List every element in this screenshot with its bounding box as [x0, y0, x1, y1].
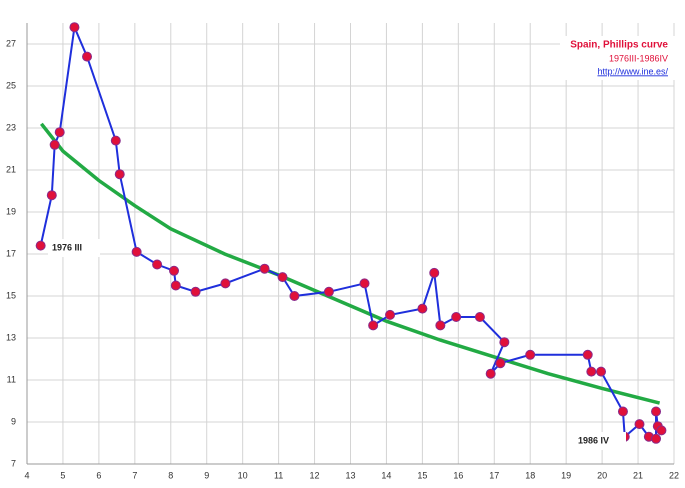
x-tick-label: 14	[381, 470, 391, 480]
data-point	[368, 320, 379, 331]
data-point	[35, 240, 46, 251]
data-point	[49, 139, 60, 150]
data-point	[651, 406, 662, 417]
y-tick-label: 25	[6, 80, 16, 90]
x-tick-label: 11	[274, 470, 283, 480]
x-tick-label: 6	[96, 470, 101, 480]
y-tick-label: 21	[6, 164, 16, 174]
chart-title: Spain, Phillips curve	[570, 40, 668, 51]
data-point	[114, 169, 125, 180]
data-point	[277, 272, 288, 283]
data-point	[385, 309, 396, 320]
x-tick-label: 21	[633, 470, 643, 480]
y-tick-label: 17	[6, 248, 16, 258]
data-point	[131, 246, 142, 257]
y-tick-label: 15	[6, 290, 16, 300]
data-point	[451, 312, 462, 322]
source-link[interactable]: http://www.ine.es/	[597, 66, 668, 76]
data-point	[596, 366, 607, 377]
data-point	[525, 349, 536, 360]
data-point	[54, 127, 65, 138]
data-point	[220, 278, 231, 289]
x-tick-label: 16	[453, 470, 463, 480]
data-point	[289, 291, 300, 301]
data-point	[110, 135, 121, 146]
data-point	[170, 280, 181, 291]
y-tick-label: 13	[6, 332, 16, 342]
data-point	[634, 419, 645, 430]
data-point	[582, 349, 593, 360]
x-tick-label: 9	[204, 470, 209, 480]
title-box	[560, 36, 675, 80]
data-point	[429, 267, 440, 278]
data-point	[435, 320, 446, 331]
x-tick-label: 22	[669, 470, 679, 480]
data-point	[359, 278, 370, 289]
x-tick-label: 18	[525, 470, 535, 480]
x-tick-label: 7	[132, 470, 137, 480]
y-tick-label: 27	[6, 38, 16, 48]
annotation-box	[48, 239, 100, 257]
x-tick-label: 13	[345, 470, 355, 480]
data-point	[586, 366, 597, 377]
data-point	[169, 265, 180, 276]
data-point	[152, 259, 163, 270]
x-tick-label: 17	[489, 470, 499, 480]
chart-subtitle: 1976III-1986IV	[609, 53, 668, 63]
data-point	[69, 22, 80, 33]
y-tick-label: 11	[7, 374, 16, 384]
x-tick-label: 8	[168, 470, 173, 480]
y-tick-label: 7	[11, 458, 16, 468]
data-point	[499, 337, 510, 348]
x-tick-label: 12	[310, 470, 320, 480]
trend-line	[40, 122, 661, 405]
y-tick-label: 23	[6, 122, 16, 132]
data-point	[656, 425, 667, 436]
y-tick-label: 9	[11, 416, 16, 426]
x-tick-label: 19	[561, 470, 571, 480]
data-point	[474, 312, 485, 322]
annotation-box	[574, 432, 626, 450]
x-tick-label: 5	[60, 470, 65, 480]
data-point	[190, 286, 201, 297]
data-point	[417, 303, 428, 314]
x-tick-label: 15	[417, 470, 427, 480]
data-point	[617, 406, 628, 417]
data-point	[485, 368, 496, 379]
annotation: 1976 III	[52, 242, 82, 252]
data-point	[82, 51, 93, 62]
x-tick-label: 4	[24, 470, 29, 480]
data-point	[651, 433, 662, 444]
data-point	[46, 190, 57, 201]
annotation: 1986 IV	[578, 435, 609, 445]
x-tick-label: 10	[238, 470, 248, 480]
data-point	[259, 263, 270, 274]
data-point	[495, 358, 506, 369]
x-tick-label: 20	[597, 470, 607, 480]
data-point	[323, 286, 334, 297]
y-tick-label: 19	[6, 206, 16, 216]
